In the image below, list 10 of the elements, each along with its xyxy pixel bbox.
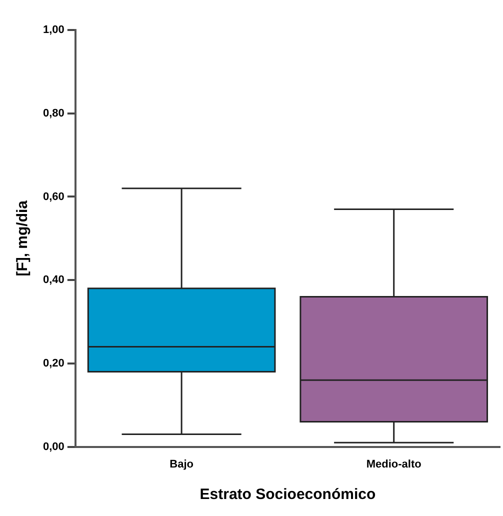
y-tick-label: 0,60: [42, 190, 64, 203]
y-axis-title: [F], mg/dia: [14, 200, 32, 276]
x-axis-title: Estrato Socioeconómico: [200, 486, 376, 504]
y-tick-label: 0,00: [42, 440, 64, 453]
x-tick-label: Medio-alto: [366, 458, 422, 470]
x-tick-label: Bajo: [170, 458, 194, 470]
y-tick-label: 0,80: [42, 107, 64, 120]
y-tick-label: 0,40: [42, 274, 64, 286]
y-tick-label: 0,20: [42, 357, 64, 370]
y-tick-label: 1,00: [42, 24, 64, 36]
